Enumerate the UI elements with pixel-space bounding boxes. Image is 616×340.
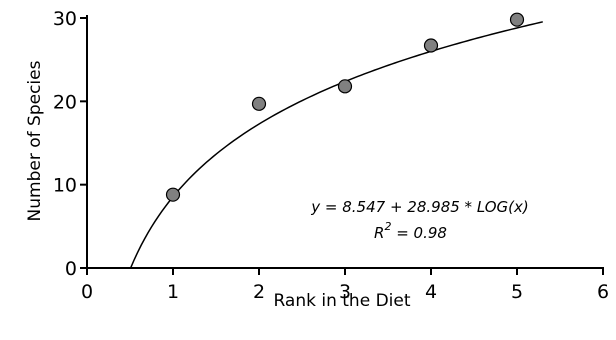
x-ticks: 0 1 2 3 4 5 6 [81,268,609,303]
x-axis-title: Rank in the Diet [273,291,410,311]
x-tick-label: 5 [511,281,523,303]
y-ticks: 0 10 20 30 [53,8,87,280]
x-tick-label: 4 [425,281,437,303]
y-tick-label: 30 [53,8,77,30]
r-squared-annotation: R2 = 0.98 [374,220,447,242]
r-squared-symbol: R [374,224,384,242]
x-tick-label: 3 [339,281,351,303]
equation-annotation: y = 8.547 + 28.985 * LOG(x) [310,198,528,216]
r-squared-exponent: 2 [384,220,391,233]
data-point [251,96,267,111]
fit-curve [130,21,543,268]
axes [86,15,604,269]
y-tick-label: 10 [53,175,77,197]
data-point [165,187,181,202]
r-squared-value: = 0.98 [391,224,447,242]
x-tick-label: 2 [253,281,265,303]
y-axis-title: Number of Species [25,60,45,221]
x-tick-label: 6 [597,281,609,303]
y-tick-label: 0 [65,258,77,280]
data-points [165,12,525,202]
y-tick-label: 20 [53,91,77,113]
data-point [509,12,525,27]
data-point [337,79,353,94]
data-point [423,38,439,53]
x-tick-label: 1 [167,281,179,303]
x-tick-label: 0 [81,281,93,303]
